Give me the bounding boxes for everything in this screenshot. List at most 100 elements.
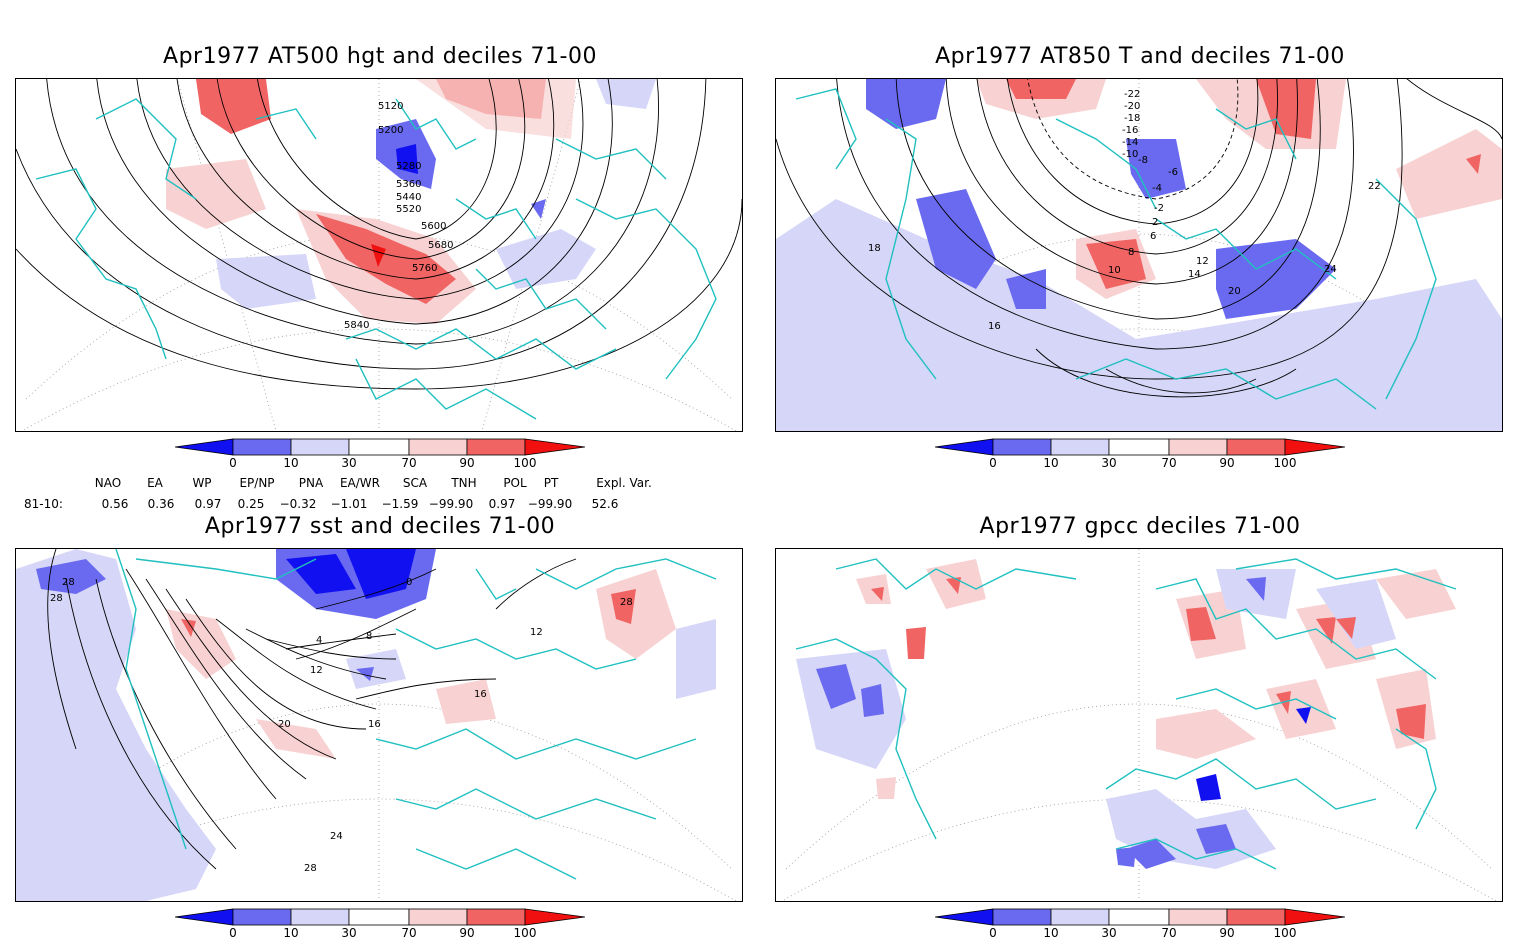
colorbar-t850-svg xyxy=(934,438,1346,456)
index-name: WP xyxy=(192,476,212,490)
contour-label: 20 xyxy=(278,719,291,730)
contour-label: 8 xyxy=(366,631,372,642)
contour-label: -10 xyxy=(1122,149,1138,160)
precip-decile-shading xyxy=(796,559,1456,869)
contour-label: 5360 xyxy=(396,179,421,190)
colorbar-tick: 90 xyxy=(459,926,475,940)
colorbar-tick: 90 xyxy=(1219,456,1235,470)
contour-label: 2 xyxy=(1152,217,1158,228)
coastlines xyxy=(795,88,1437,410)
map-sst-svg: 28 28 0 4 8 12 16 16 20 24 28 12 28 xyxy=(16,549,737,901)
contour-label: 5840 xyxy=(344,320,369,331)
index-name: EA/WR xyxy=(339,476,381,490)
colorbar-tick: 70 xyxy=(401,456,417,470)
colorbar-sst: 0 10 30 70 90 100 xyxy=(174,908,586,948)
colorbar-hgt500: 0 10 30 70 90 100 xyxy=(174,438,586,478)
colorbar-tick: 30 xyxy=(1101,456,1117,470)
index-name: POL xyxy=(503,476,527,490)
contour-label: -20 xyxy=(1124,101,1140,112)
colorbar-tick: 70 xyxy=(1161,926,1177,940)
index-value: −1.59 xyxy=(381,497,419,511)
contour-label: -14 xyxy=(1122,137,1138,148)
map-hgt500-svg: 5120 5200 5280 5360 5440 5520 5600 5680 … xyxy=(16,79,742,431)
index-value: 0.25 xyxy=(237,497,265,511)
colorbar-tick: 0 xyxy=(229,456,237,470)
colorbar-tick: 10 xyxy=(1043,456,1059,470)
index-value: −1.01 xyxy=(330,497,368,511)
colorbar-tick: 10 xyxy=(283,926,299,940)
contour-label: 6 xyxy=(1150,231,1156,242)
contour-label: 16 xyxy=(474,689,487,700)
index-name: TNH xyxy=(451,476,477,490)
contour-label: 16 xyxy=(988,321,1001,332)
colorbar-hgt500-svg xyxy=(174,438,586,456)
colorbar-t850: 0 10 30 70 90 100 xyxy=(934,438,1346,478)
panel-title-hgt500: Apr1977 AT500 hgt and deciles 71-00 xyxy=(163,44,597,69)
colorbar-tick: 10 xyxy=(1043,926,1059,940)
map-gpcc xyxy=(775,548,1503,902)
panel-title-sst: Apr1977 sst and deciles 71-00 xyxy=(204,514,556,539)
coastlines xyxy=(795,558,1457,870)
contour-label: -18 xyxy=(1124,113,1140,124)
contour-label: -4 xyxy=(1152,183,1162,194)
contour-label: 5200 xyxy=(378,125,403,136)
map-t850-svg: -22 -20 -18 -16 -14 -10 -8 -6 -4 -2 2 6 … xyxy=(776,79,1502,431)
colorbar-tick: 30 xyxy=(1101,926,1117,940)
contour-label: 5440 xyxy=(396,192,421,203)
colorbar-tick: 70 xyxy=(1161,456,1177,470)
contour-label: 24 xyxy=(330,831,343,842)
contour-label: 20 xyxy=(1228,286,1241,297)
colorbar-tick: 10 xyxy=(283,456,299,470)
index-name: EP/NP xyxy=(239,476,275,490)
contour-label: -6 xyxy=(1168,167,1178,178)
colorbar-tick: 90 xyxy=(1219,926,1235,940)
contour-label: 16 xyxy=(368,719,381,730)
colorbar-tick: 100 xyxy=(1273,926,1297,940)
index-value: −99.90 xyxy=(428,497,474,511)
index-row-label: 81-10: xyxy=(24,497,63,511)
contour-label: -16 xyxy=(1122,125,1138,136)
index-value: −0.32 xyxy=(279,497,317,511)
contour-label: 12 xyxy=(1196,256,1209,267)
panel-title-t850: Apr1977 AT850 T and deciles 71-00 xyxy=(935,44,1345,69)
contour-label: -8 xyxy=(1138,155,1148,166)
panel-title-gpcc: Apr1977 gpcc deciles 71-00 xyxy=(979,514,1301,539)
colorbar-tick: 100 xyxy=(1273,456,1297,470)
colorbar-tick: 90 xyxy=(459,456,475,470)
index-value: 0.97 xyxy=(488,497,516,511)
temperature-contours xyxy=(776,79,1502,398)
colorbar-tick: 0 xyxy=(989,926,997,940)
contour-label: 5120 xyxy=(378,101,403,112)
contour-label: 5760 xyxy=(412,263,437,274)
colorbar-tick: 0 xyxy=(989,456,997,470)
contour-label: 28 xyxy=(50,593,63,604)
index-name: PNA xyxy=(298,476,324,490)
index-name: Expl. Var. xyxy=(596,476,652,490)
colorbar-tick: 100 xyxy=(513,456,537,470)
contour-label: 12 xyxy=(530,627,543,638)
map-hgt500: 5120 5200 5280 5360 5440 5520 5600 5680 … xyxy=(15,78,743,432)
contour-label: -22 xyxy=(1124,89,1140,100)
colorbar-tick: 30 xyxy=(341,926,357,940)
index-value: 0.36 xyxy=(147,497,175,511)
colorbar-tick: 30 xyxy=(341,456,357,470)
contour-label: 5600 xyxy=(421,221,446,232)
coastlines xyxy=(35,98,717,420)
index-value: −99.90 xyxy=(527,497,573,511)
teleconnection-indices: NAO EA WP EP/NP PNA EA/WR SCA TNH POL PT… xyxy=(0,472,740,516)
coastlines xyxy=(115,549,717,880)
contour-label: 18 xyxy=(868,243,881,254)
map-gpcc-svg xyxy=(781,549,1497,901)
index-value: 0.56 xyxy=(101,497,129,511)
decile-shading xyxy=(776,79,1502,431)
contour-label: 28 xyxy=(304,863,317,874)
sst-contours xyxy=(47,549,577,870)
contour-labels: 28 28 0 4 8 12 16 16 20 24 28 12 28 xyxy=(50,577,633,874)
contour-label: 28 xyxy=(62,577,75,588)
contour-label: -2 xyxy=(1154,203,1164,214)
map-sst: 28 28 0 4 8 12 16 16 20 24 28 12 28 xyxy=(15,548,743,902)
colorbar-sst-svg xyxy=(174,908,586,926)
colorbar-tick: 70 xyxy=(401,926,417,940)
contour-label: 28 xyxy=(620,597,633,608)
contour-labels: 5120 5200 5280 5360 5440 5520 5600 5680 … xyxy=(344,101,453,331)
